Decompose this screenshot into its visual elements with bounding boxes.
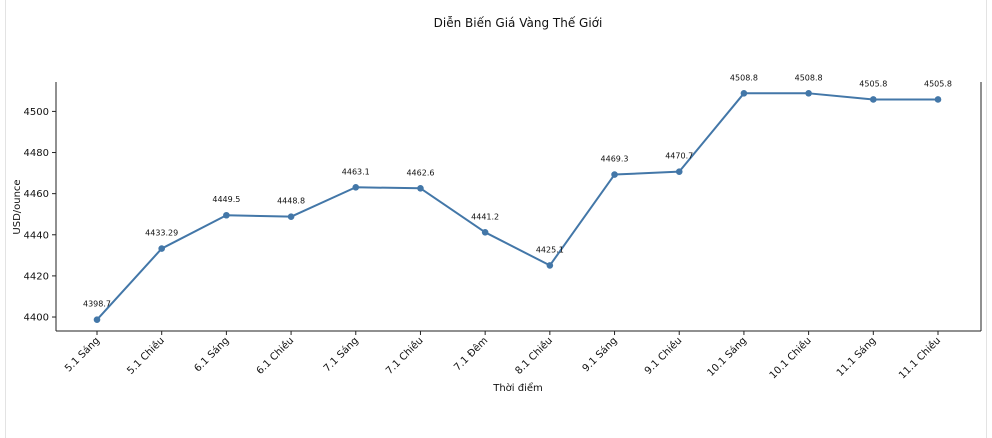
x-tick-label: 7.1 Chiều <box>383 335 425 377</box>
x-tick-label: 9.1 Sáng <box>580 335 620 375</box>
x-axis-label: Thời điểm <box>492 381 543 394</box>
x-tick-label: 10.1 Chiều <box>767 335 814 382</box>
x-ticks: 5.1 Sáng 5.1 Chiều 6.1 Sáng 6.1 Chiều 7.1 Sá… <box>62 331 943 381</box>
y-ticks: 4400 4420 4440 4460 4480 4500 <box>24 107 56 324</box>
x-tick-label: 5.1 Sáng <box>62 335 102 375</box>
data-label: 4463.1 <box>342 167 370 176</box>
data-label: 4433.29 <box>145 229 178 238</box>
data-point <box>481 229 489 236</box>
x-tick-label: 10.1 Sáng <box>705 335 749 379</box>
data-label: 4505.8 <box>924 79 952 88</box>
data-label: 4425.1 <box>536 245 564 254</box>
data-point <box>287 213 295 220</box>
y-tick-label: 4440 <box>24 230 49 241</box>
y-tick-label: 4480 <box>24 148 49 159</box>
data-point <box>158 245 165 252</box>
x-tick-label: 11.1 Sáng <box>834 335 878 379</box>
data-points <box>93 90 942 323</box>
x-tick-label: 5.1 Chiều <box>125 335 167 377</box>
x-tick-label: 6.1 Sáng <box>192 335 232 375</box>
data-point <box>611 171 618 178</box>
data-point <box>546 262 554 269</box>
data-label: 4470.7 <box>665 152 693 161</box>
data-label: 4398.7 <box>83 300 111 309</box>
x-tick-label: 6.1 Chiều <box>254 335 296 377</box>
data-label: 4508.8 <box>730 73 758 82</box>
axes <box>55 82 982 332</box>
x-tick-label: 7.1 Sáng <box>321 335 361 375</box>
data-label: 4449.5 <box>212 195 240 204</box>
y-axis-label: USD/ounce <box>12 179 23 234</box>
data-label: 4441.2 <box>471 212 499 221</box>
data-point <box>223 211 230 219</box>
data-label: 4469.3 <box>601 155 629 164</box>
figure-border-left <box>5 0 6 438</box>
data-point <box>934 96 942 103</box>
data-point <box>417 185 424 192</box>
data-label: 4448.8 <box>277 197 305 206</box>
y-tick-label: 4400 <box>24 313 49 324</box>
data-label: 4505.8 <box>859 79 887 88</box>
data-label: 4508.8 <box>795 73 823 82</box>
x-tick-label: 7.1 Đêm <box>452 335 491 374</box>
figure-border-right <box>986 0 987 438</box>
x-tick-label: 9.1 Chiều <box>642 335 684 377</box>
x-tick-label: 8.1 Chiều <box>513 335 555 377</box>
data-label: 4462.6 <box>406 168 434 177</box>
data-point <box>740 90 748 97</box>
chart-title: Diễn Biến Giá Vàng Thế Giới <box>434 16 603 30</box>
x-tick-label: 11.1 Chiều <box>896 335 943 382</box>
data-point <box>870 96 877 103</box>
data-point <box>805 90 812 97</box>
data-point <box>93 316 101 323</box>
series-line-group <box>96 92 938 321</box>
data-point <box>675 168 683 175</box>
y-tick-label: 4420 <box>24 271 49 282</box>
y-tick-label: 4500 <box>24 107 49 118</box>
data-point <box>352 183 360 191</box>
data-labels: 4398.7 4433.29 4449.5 4448.8 4463.1 4462.6 444… <box>83 73 952 308</box>
y-tick-label: 4460 <box>24 189 49 200</box>
series-line <box>96 92 938 321</box>
